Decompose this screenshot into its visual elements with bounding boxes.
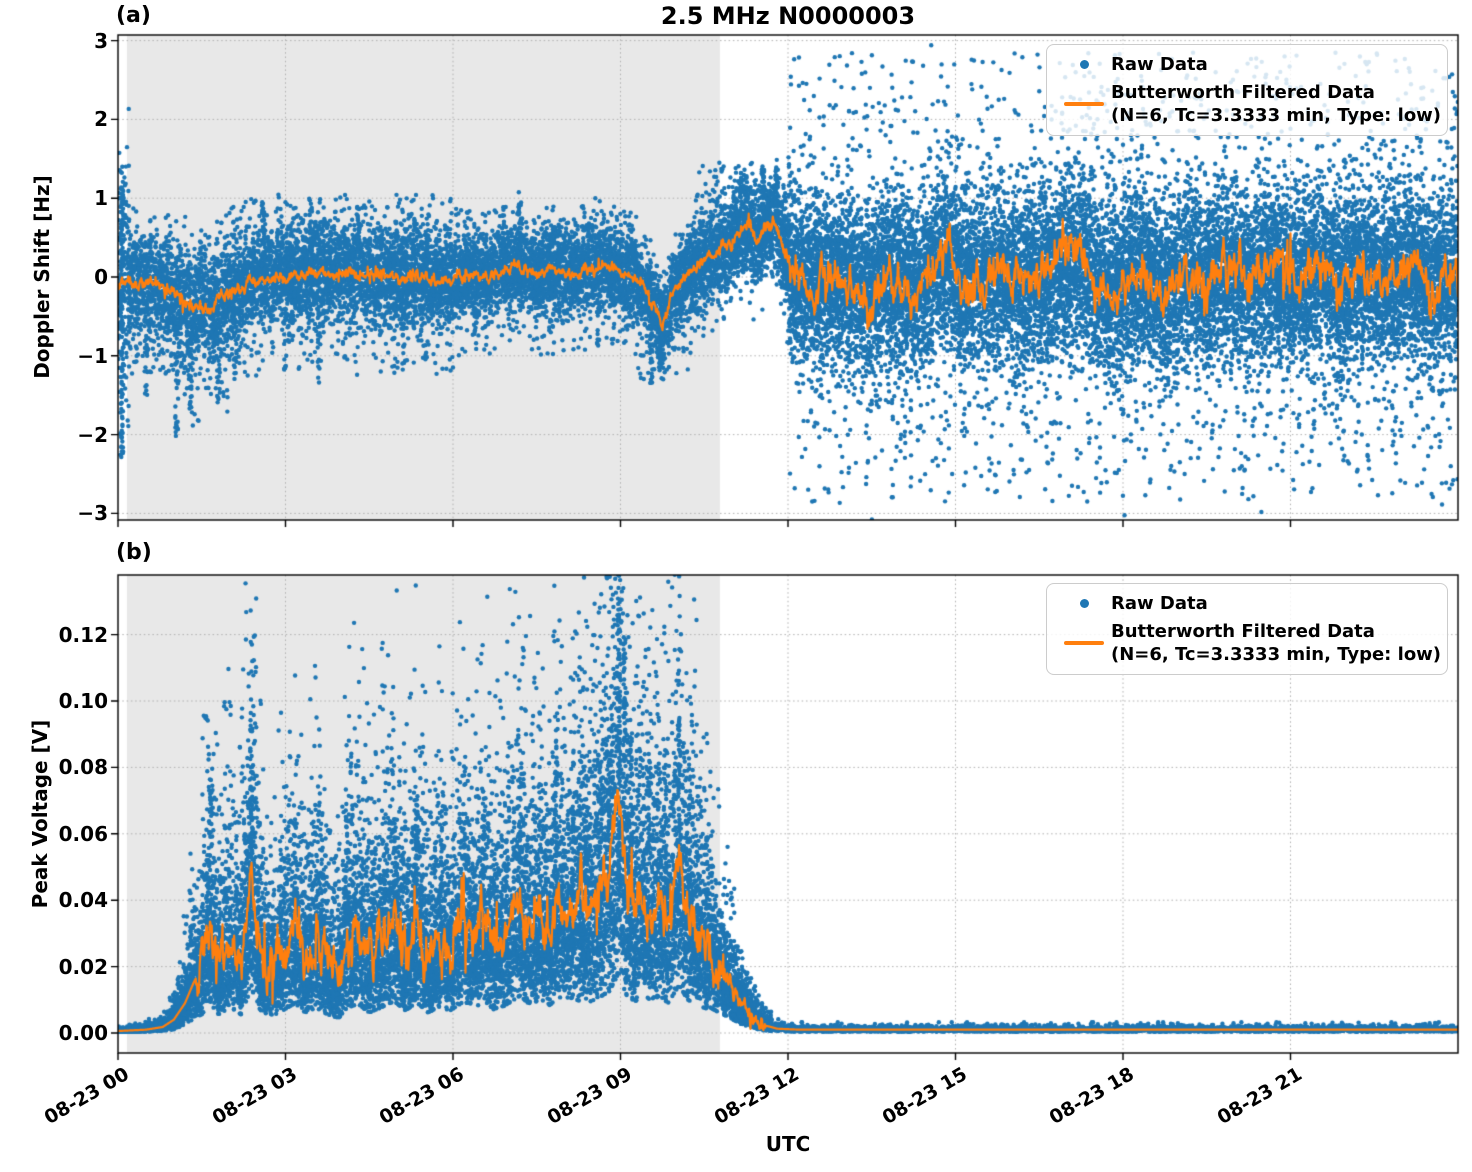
line-marker-icon [1064,641,1104,646]
y-tick-label: 0.04 [58,888,108,913]
y-tick-label: 0.10 [58,689,108,713]
y-tick-label: 0.12 [58,622,108,647]
legend-b: Raw Data Butterworth Filtered Data (N=6,… [1046,583,1448,676]
y-tick-label: 2 [94,107,108,132]
legend-filtered-label: Butterworth Filtered Data (N=6, Tc=3.333… [1111,621,1442,666]
y-tick-label: 0.00 [58,1021,108,1045]
raw-data-marker [1057,599,1111,609]
panel-b-label: (b) [116,540,152,565]
legend-a: Raw Data Butterworth Filtered Data (N=6,… [1046,44,1448,137]
filtered-data-marker [1057,102,1111,107]
legend-raw-label: Raw Data [1111,54,1208,75]
y-tick-label: 1 [94,186,108,211]
y-tick-label: −3 [77,501,108,526]
legend-filtered-label: Butterworth Filtered Data (N=6, Tc=3.333… [1111,82,1442,127]
figure-title: 2.5 MHz N0000003 [660,2,916,30]
y-tick-label: 0.06 [58,821,108,846]
scatter-dot-icon [1079,60,1089,70]
y-tick-label: −2 [77,422,108,447]
scatter-dot-icon [1079,599,1089,609]
y-tick-label: 0.02 [58,954,108,979]
y-tick-label: 3 [94,28,108,53]
y-tick-label: 0 [94,265,108,289]
panel-a-label: (a) [116,3,151,28]
y-axis-label-b: Peak Voltage [V] [28,719,52,909]
y-tick-label: −1 [77,343,108,368]
raw-data-marker [1057,60,1111,70]
x-axis-label: UTC [765,1132,811,1156]
line-marker-icon [1064,102,1104,107]
y-tick-label: 0.08 [58,755,108,780]
filtered-data-marker [1057,641,1111,646]
legend-raw-label: Raw Data [1111,593,1208,614]
